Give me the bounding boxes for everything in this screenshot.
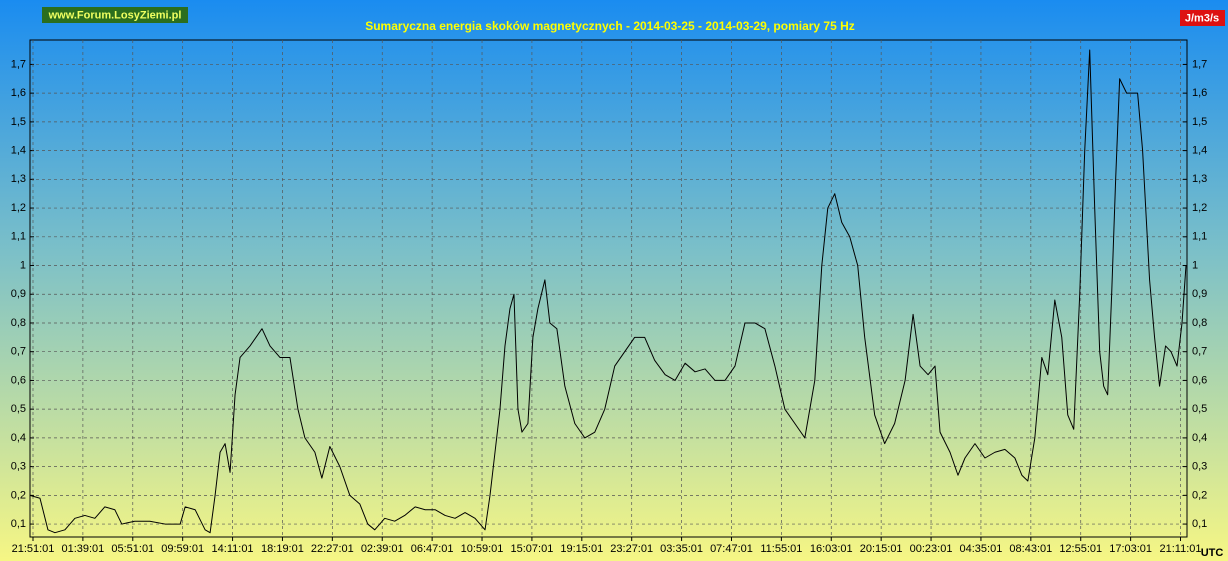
x-tick-label: 06:47:01 — [411, 543, 454, 555]
y2-tick-label: 0,5 — [1192, 403, 1207, 415]
y2-tick-label: 0,9 — [1192, 288, 1207, 300]
y2-tick-label: 1,1 — [1192, 231, 1207, 243]
y2-tick-label: 0,4 — [1192, 432, 1207, 444]
x-tick-label: 04:35:01 — [960, 543, 1003, 555]
plot-frame — [29, 39, 1188, 538]
y-unit: J/m3/s — [1185, 12, 1219, 24]
watermark: www.Forum.LosyZiemi.pl — [48, 9, 182, 21]
y2-tick-label: 0,3 — [1192, 461, 1207, 473]
x-tick-label: 14:11:01 — [212, 543, 254, 555]
x-tick-label: 17:03:01 — [1109, 543, 1152, 555]
y-tick-label: 0,7 — [11, 346, 26, 358]
y-tick-label: 0,1 — [11, 518, 26, 530]
y2-tick-label: 1,2 — [1192, 202, 1207, 214]
y2-tick-label: 1,3 — [1192, 173, 1207, 185]
x-tick-label: 00:23:01 — [910, 543, 953, 555]
x-tick-label: 09:59:01 — [161, 543, 204, 555]
x-tick-label: 11:55:01 — [760, 543, 802, 555]
x-tick-label: 08:43:01 — [1009, 543, 1052, 555]
x-tick-label: 22:27:01 — [311, 543, 354, 555]
data-line — [29, 49, 1187, 534]
y-tick-label: 1,5 — [11, 116, 26, 128]
y-tick-label: 1,7 — [11, 58, 26, 70]
chart-title: Sumaryczna energia skoków magnetycznych … — [365, 19, 855, 33]
y2-tick-label: 0,1 — [1192, 518, 1207, 530]
y2-tick-label: 1,7 — [1192, 58, 1207, 70]
x-tick-label: 03:35:01 — [660, 543, 703, 555]
x-tick-label: 19:15:01 — [560, 543, 603, 555]
y-tick-label: 1,4 — [11, 145, 26, 157]
y2-tick-label: 1,5 — [1192, 116, 1207, 128]
x-tick-label: 16:03:01 — [810, 543, 853, 555]
y2-tick-label: 0,2 — [1192, 489, 1207, 501]
y2-tick-label: 0,8 — [1192, 317, 1207, 329]
x-tick-label: 02:39:01 — [361, 543, 404, 555]
y-tick-label: 1,6 — [11, 87, 26, 99]
x-tick-label: 21:11:01 — [1160, 543, 1202, 555]
y-tick-label: 0,4 — [11, 432, 26, 444]
x-tick-label: 05:51:01 — [111, 543, 154, 555]
y2-tick-label: 1,6 — [1192, 87, 1207, 99]
y-tick-label: 0,6 — [11, 374, 26, 386]
x-tick-label: 23:27:01 — [610, 543, 653, 555]
x-tick-label: 12:55:01 — [1059, 543, 1102, 555]
y-tick-label: 0,2 — [11, 489, 26, 501]
y-tick-label: 1 — [20, 259, 26, 271]
y-tick-label: 0,9 — [11, 288, 26, 300]
y2-tick-label: 0,6 — [1192, 374, 1207, 386]
y2-tick-label: 1,4 — [1192, 145, 1207, 157]
x-unit: UTC — [1201, 547, 1224, 559]
y-tick-label: 0,5 — [11, 403, 26, 415]
y2-tick-label: 0,7 — [1192, 346, 1207, 358]
x-tick-label: 10:59:01 — [461, 543, 504, 555]
y-tick-label: 1,1 — [11, 231, 26, 243]
x-tick-label: 01:39:01 — [61, 543, 104, 555]
y-tick-label: 1,2 — [11, 202, 26, 214]
y-tick-label: 1,3 — [11, 173, 26, 185]
x-tick-label: 20:15:01 — [860, 543, 903, 555]
y-tick-label: 0,3 — [11, 461, 26, 473]
y2-tick-label: 1 — [1192, 259, 1198, 271]
x-tick-label: 07:47:01 — [710, 543, 753, 555]
unit-box — [1180, 10, 1225, 26]
x-tick-label: 21:51:01 — [12, 543, 55, 555]
x-tick-label: 18:19:01 — [261, 543, 304, 555]
watermark-box — [42, 7, 188, 23]
y-tick-label: 0,8 — [11, 317, 26, 329]
x-tick-label: 15:07:01 — [511, 543, 554, 555]
